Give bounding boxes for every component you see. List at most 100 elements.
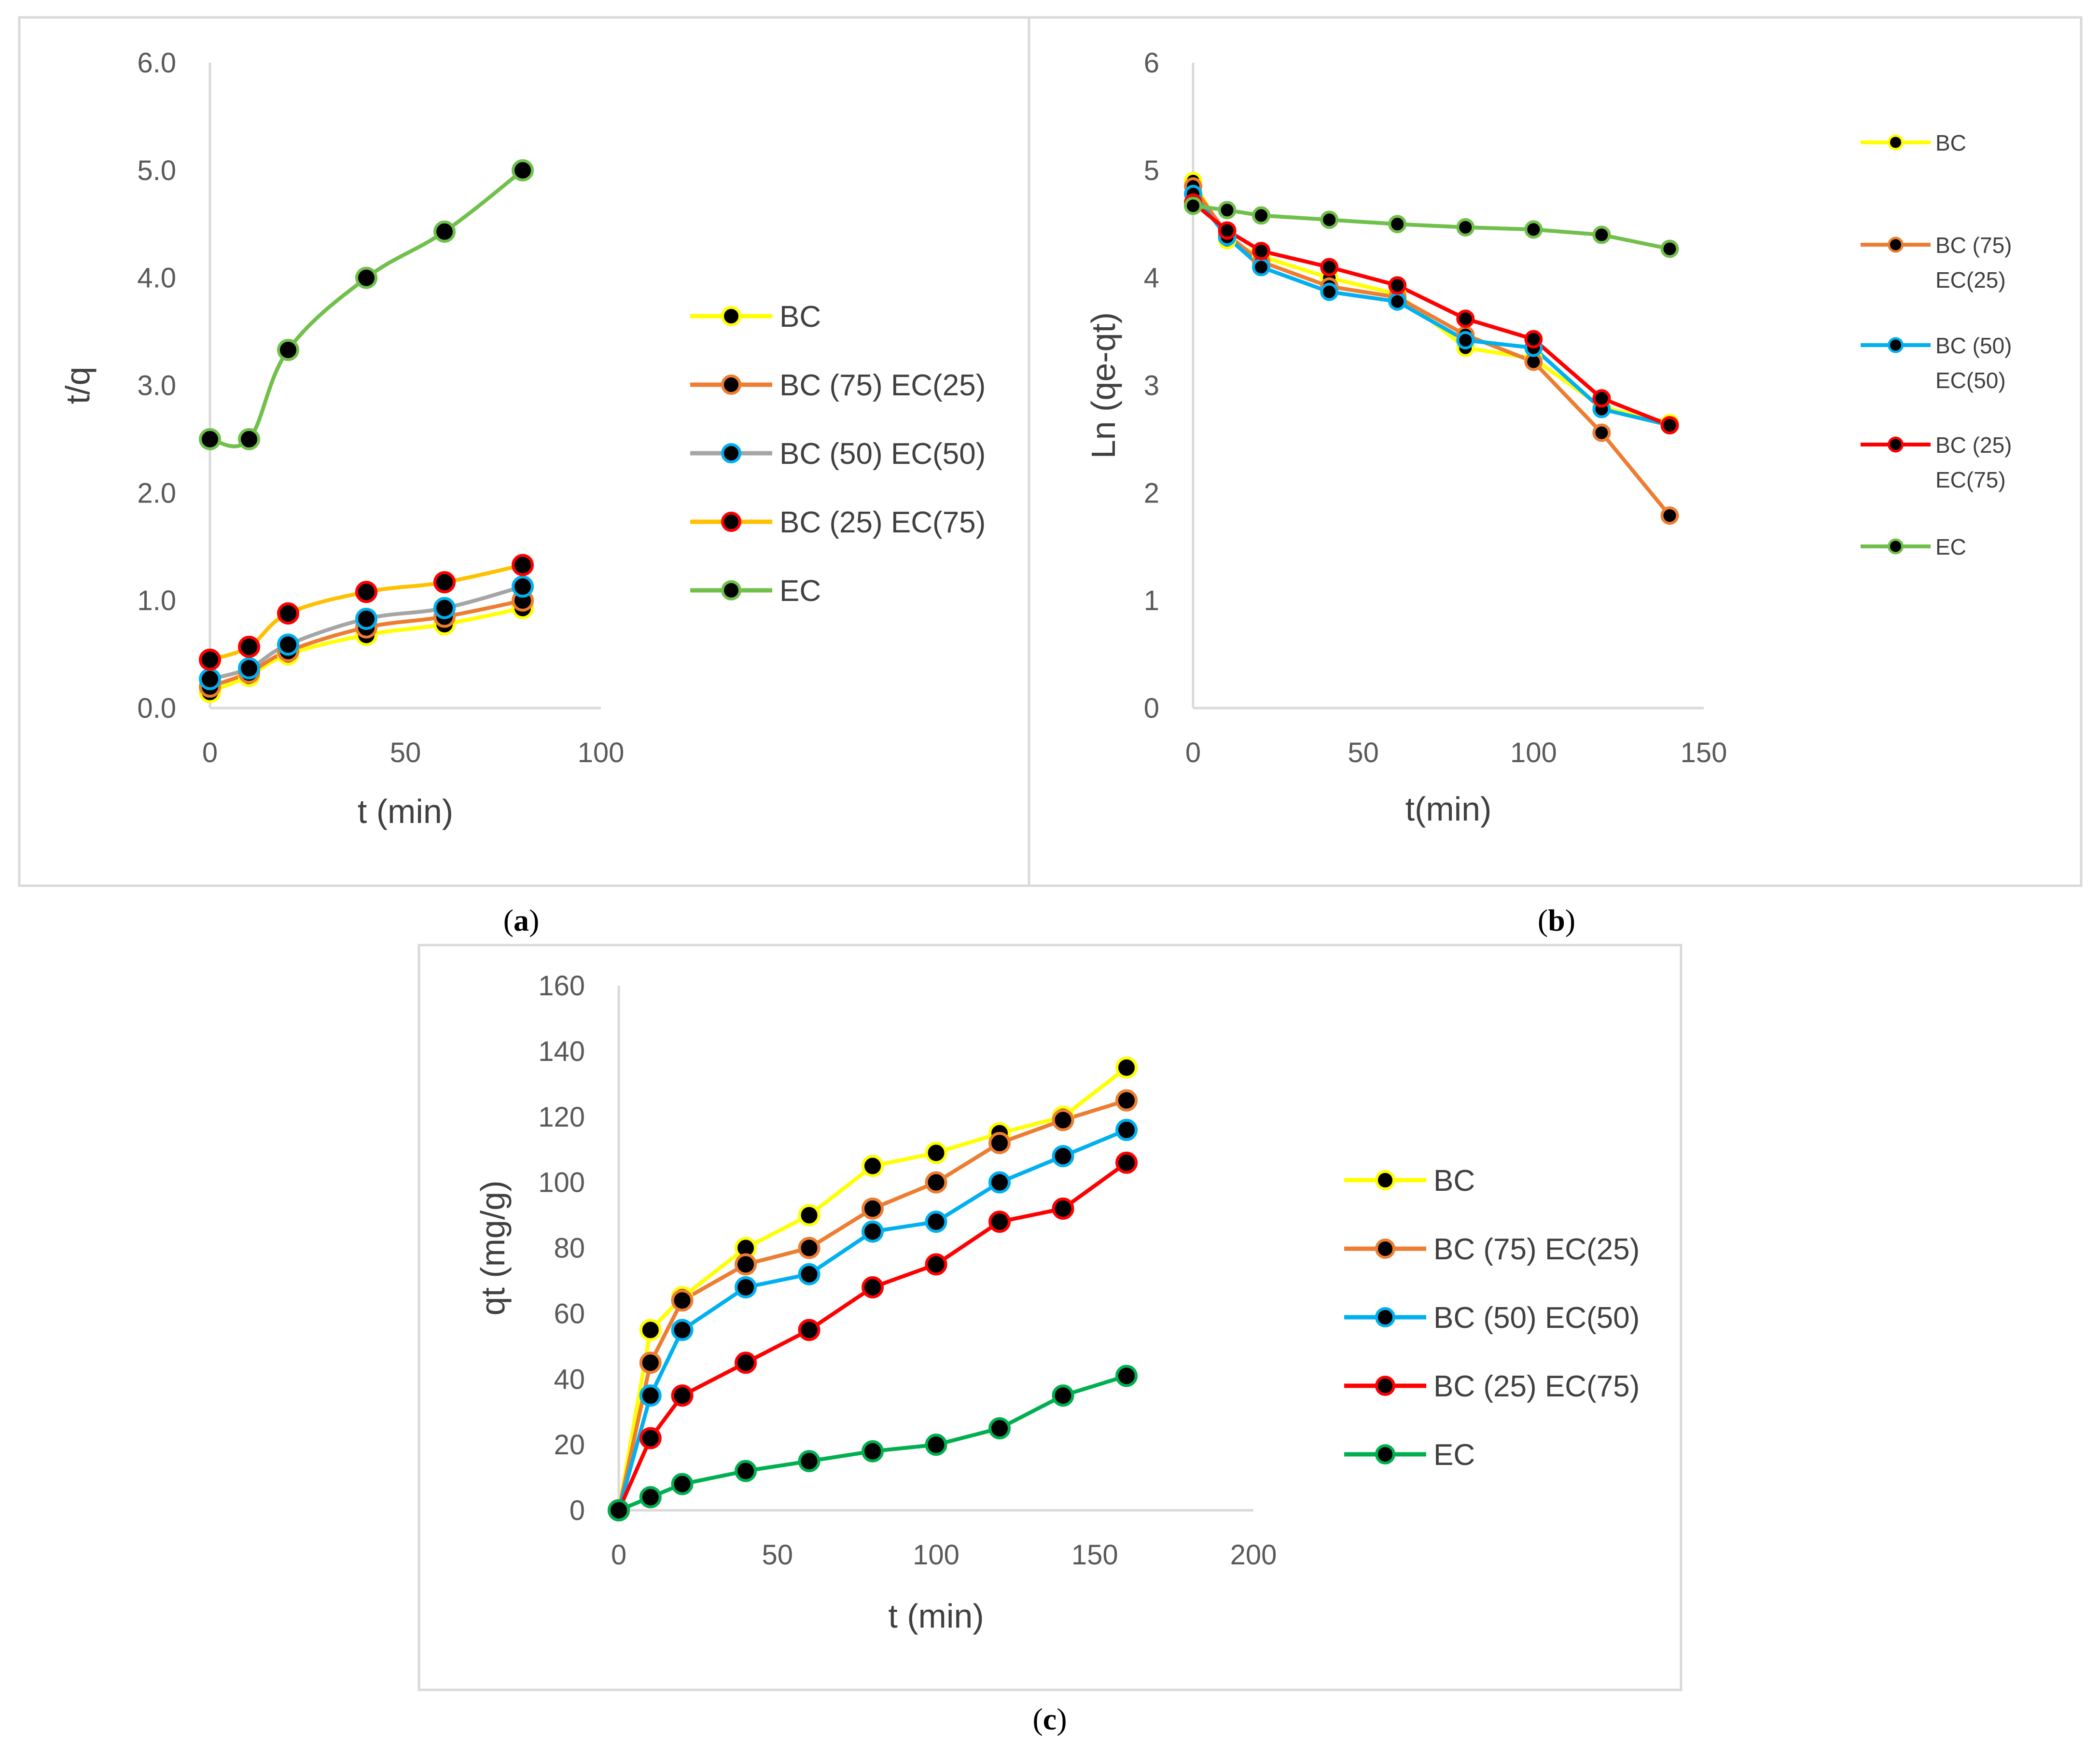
y-axis-title: qt (mg/g) xyxy=(474,1180,512,1315)
data-point xyxy=(1592,225,1611,244)
data-point xyxy=(512,575,534,598)
legend-swatch-marker xyxy=(1888,538,1904,555)
data-point xyxy=(1115,1151,1138,1174)
x-tick-label: 0 xyxy=(1185,737,1201,768)
data-point xyxy=(671,1473,694,1495)
data-point xyxy=(199,428,221,450)
data-point xyxy=(1524,330,1543,348)
data-point xyxy=(277,633,299,656)
y-tick-label: 20 xyxy=(554,1429,585,1461)
data-point xyxy=(862,1197,884,1220)
y-tick-label: 1 xyxy=(1144,585,1159,616)
legend-swatch-marker xyxy=(1888,436,1904,453)
y-tick-label: 3.0 xyxy=(137,370,176,402)
data-point xyxy=(355,581,377,603)
data-point xyxy=(735,1460,757,1482)
data-point xyxy=(862,1220,884,1243)
data-point xyxy=(798,1204,821,1226)
chart-b: 0 1 2 3 4 5 6 0 50 100 150 t(min) Ln (qe-qt) BC BC (75… xyxy=(1085,47,2012,828)
y-tick-label: 0 xyxy=(1144,693,1159,724)
data-point xyxy=(1052,1384,1074,1407)
legend-label: BC (25) EC(75) xyxy=(779,506,986,539)
data-point xyxy=(1252,258,1271,277)
chart-c: 0 20 40 60 80 100 120 140 160 0 50 100 150 200 t (min)… xyxy=(474,970,1640,1635)
y-tick-label: 3 xyxy=(1144,370,1159,402)
data-point xyxy=(1660,239,1679,258)
data-point xyxy=(988,1132,1011,1155)
legend-swatch-marker xyxy=(1375,1444,1395,1464)
legend-label: BC xyxy=(1935,130,1966,155)
legend-swatch-marker xyxy=(1888,237,1904,253)
data-point xyxy=(735,1253,757,1276)
x-tick-label: 100 xyxy=(913,1539,960,1571)
chart-a: 0.0 1.0 2.0 3.0 4.0 5.0 6.0 0 50 100 t (min) t/q BC B… xyxy=(59,47,986,830)
data-point xyxy=(798,1450,821,1473)
data-point xyxy=(798,1237,821,1259)
data-point xyxy=(512,554,534,576)
series-line xyxy=(617,1065,1128,1512)
data-point xyxy=(433,597,456,619)
data-point xyxy=(671,1289,694,1312)
data-point xyxy=(277,338,299,361)
legend-label: BC (75) EC(25) xyxy=(1433,1233,1640,1266)
x-axis-title: t(min) xyxy=(1405,790,1492,828)
x-tick-label: 150 xyxy=(1681,737,1727,768)
y-tick-label: 0.0 xyxy=(137,693,176,724)
y-tick-label: 4 xyxy=(1144,263,1159,294)
data-point xyxy=(1252,241,1271,260)
data-point xyxy=(1524,220,1543,239)
data-point xyxy=(1115,1056,1138,1079)
x-tick-label: 50 xyxy=(390,737,421,768)
legend-swatch-marker xyxy=(721,375,741,395)
data-point xyxy=(1388,215,1407,234)
y-tick-label: 80 xyxy=(554,1233,585,1264)
legend-label: EC(75) xyxy=(1935,467,2006,492)
data-point xyxy=(433,571,456,594)
data-point xyxy=(639,1352,662,1374)
y-tick-label: 5.0 xyxy=(137,155,176,186)
legend-label: BC (75) EC(25) xyxy=(779,369,986,402)
legend-swatch-marker xyxy=(721,306,741,326)
data-point xyxy=(199,668,221,690)
chart-b-frame xyxy=(1028,16,2083,887)
series-line xyxy=(617,1128,1128,1512)
legend-swatch-marker xyxy=(1888,337,1904,353)
legend-label: BC xyxy=(1433,1164,1475,1198)
x-tick-label: 150 xyxy=(1071,1539,1118,1571)
x-tick-label: 100 xyxy=(578,737,625,768)
data-point xyxy=(1592,423,1611,442)
legend-swatch-marker xyxy=(721,580,741,600)
data-point xyxy=(1115,1365,1138,1387)
data-point xyxy=(1052,1109,1074,1131)
legend-swatch-marker xyxy=(1375,1170,1395,1190)
data-point xyxy=(355,608,377,630)
legend-swatch-marker xyxy=(721,443,741,463)
x-tick-label: 200 xyxy=(1230,1539,1277,1571)
series-line xyxy=(617,1374,1128,1512)
data-point xyxy=(238,428,260,450)
data-point xyxy=(512,159,534,181)
data-point xyxy=(639,1319,662,1341)
y-tick-label: 6.0 xyxy=(137,47,176,79)
y-tick-label: 2.0 xyxy=(137,477,176,509)
legend-label: BC (25) xyxy=(1935,432,2012,458)
legend-label: EC xyxy=(779,574,821,608)
data-point xyxy=(1052,1197,1074,1220)
data-point xyxy=(1456,218,1475,237)
x-axis-title: t (min) xyxy=(358,793,453,830)
data-point xyxy=(1218,201,1237,220)
data-point xyxy=(639,1384,662,1407)
data-point xyxy=(238,657,260,680)
legend-label: EC xyxy=(1935,534,1966,559)
data-point xyxy=(988,1211,1011,1233)
data-point xyxy=(925,1434,947,1456)
data-point xyxy=(608,1499,630,1521)
data-point xyxy=(925,1171,947,1194)
legend-swatch-marker xyxy=(1375,1376,1395,1396)
x-tick-label: 50 xyxy=(1348,737,1379,768)
y-axis-title: Ln (qe-qt) xyxy=(1085,312,1122,459)
data-point xyxy=(862,1276,884,1299)
data-point xyxy=(1660,506,1679,525)
legend-label: BC (50) xyxy=(1935,333,2012,358)
data-point xyxy=(862,1155,884,1177)
